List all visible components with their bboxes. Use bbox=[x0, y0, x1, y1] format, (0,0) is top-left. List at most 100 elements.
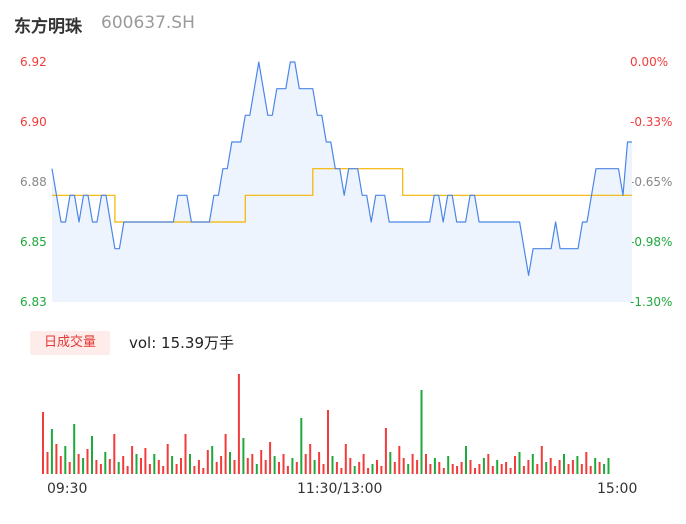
volume-bar bbox=[135, 454, 138, 474]
percent-tick-label: -1.30% bbox=[630, 295, 673, 309]
volume-bar bbox=[166, 444, 169, 474]
volume-bar bbox=[438, 462, 441, 474]
volume-bar bbox=[189, 454, 191, 474]
percent-tick-label: 0.00% bbox=[630, 55, 669, 69]
volume-bar bbox=[491, 466, 494, 474]
price-tick-label: 6.88 bbox=[20, 175, 47, 189]
volume-panel bbox=[42, 374, 610, 474]
volume-bar bbox=[327, 410, 329, 474]
volume-bar bbox=[589, 466, 592, 474]
volume-bar bbox=[162, 466, 165, 474]
volume-bar bbox=[545, 462, 548, 474]
volume-bar bbox=[518, 452, 521, 474]
volume-bar bbox=[474, 468, 476, 474]
volume-bar bbox=[251, 454, 254, 474]
volume-bar bbox=[607, 458, 610, 474]
volume-bar bbox=[531, 454, 534, 474]
volume-bar bbox=[122, 456, 125, 474]
volume-summary: vol: 15.39万手 bbox=[129, 334, 234, 352]
volume-bar bbox=[157, 460, 160, 474]
volume-bar bbox=[171, 456, 174, 474]
volume-bar bbox=[349, 458, 352, 474]
price-tick-label: 6.85 bbox=[20, 235, 47, 249]
volume-bar bbox=[260, 450, 263, 474]
volume-bar bbox=[505, 462, 508, 474]
volume-bar bbox=[108, 459, 111, 474]
volume-bar bbox=[95, 460, 98, 474]
volume-bar bbox=[220, 456, 223, 474]
volume-bar bbox=[180, 458, 182, 474]
x-tick-label-open: 09:30 bbox=[47, 481, 88, 497]
volume-bar bbox=[554, 466, 557, 474]
volume-bar bbox=[567, 464, 570, 474]
volume-bar bbox=[393, 462, 396, 474]
volume-bar bbox=[580, 464, 583, 474]
volume-bar bbox=[113, 434, 116, 474]
volume-bar bbox=[291, 458, 294, 474]
price-tick-label: 6.90 bbox=[20, 115, 47, 129]
volume-bar bbox=[215, 462, 218, 474]
volume-bar bbox=[148, 464, 151, 474]
volume-bar bbox=[282, 454, 285, 474]
volume-bar bbox=[371, 464, 374, 474]
volume-bar bbox=[309, 444, 312, 474]
volume-bar bbox=[429, 464, 432, 474]
volume-bar bbox=[478, 464, 481, 474]
volume-bar bbox=[104, 452, 107, 474]
volume-bar bbox=[278, 462, 280, 474]
volume-bar bbox=[571, 460, 574, 474]
volume-bar bbox=[496, 460, 499, 474]
volume-bar bbox=[126, 466, 129, 474]
x-tick-label-midday: 11:30/13:00 bbox=[297, 481, 383, 497]
volume-bar bbox=[295, 462, 298, 474]
volume-bar bbox=[197, 460, 200, 474]
volume-bar bbox=[255, 464, 258, 474]
volume-bar bbox=[273, 456, 276, 474]
price-panel bbox=[51, 61, 632, 302]
volume-bar bbox=[362, 454, 365, 474]
volume-bar bbox=[433, 458, 436, 474]
price-line bbox=[51, 61, 632, 276]
volume-bar bbox=[420, 390, 423, 474]
volume-bar bbox=[585, 452, 588, 474]
volume-bar bbox=[603, 464, 606, 474]
volume-bar bbox=[224, 434, 227, 474]
price-tick-label: 6.83 bbox=[20, 295, 47, 309]
volume-bar bbox=[598, 462, 601, 474]
volume-bar bbox=[407, 464, 410, 474]
volume-bar bbox=[55, 444, 58, 474]
volume-bar bbox=[465, 446, 467, 474]
volume-bar bbox=[353, 466, 356, 474]
daily-volume-tag[interactable]: 日成交量 bbox=[30, 331, 110, 355]
volume-bar bbox=[536, 464, 539, 474]
volume-bar bbox=[313, 460, 316, 474]
volume-bar bbox=[211, 446, 214, 474]
volume-bar bbox=[153, 454, 156, 474]
volume-bar bbox=[500, 464, 503, 474]
volume-bar bbox=[202, 468, 205, 474]
volume-bar bbox=[46, 452, 49, 474]
volume-bar bbox=[86, 449, 89, 474]
volume-bar bbox=[117, 462, 120, 474]
stock-code: 600637.SH bbox=[101, 13, 195, 33]
volume-bar bbox=[487, 454, 490, 474]
volume-bar bbox=[380, 466, 383, 474]
volume-bar bbox=[540, 446, 543, 474]
volume-bar bbox=[193, 466, 196, 474]
volume-bar bbox=[246, 458, 249, 474]
volume-bar bbox=[184, 434, 187, 474]
volume-bar bbox=[558, 460, 561, 474]
volume-bar bbox=[522, 466, 525, 474]
volume-bar bbox=[456, 466, 459, 474]
volume-bar bbox=[99, 464, 102, 474]
volume-bar bbox=[367, 468, 370, 474]
volume-bar bbox=[206, 450, 209, 474]
volume-bar bbox=[286, 466, 289, 474]
stock-name: 东方明珠 bbox=[14, 17, 82, 37]
volume-bar bbox=[376, 460, 378, 474]
volume-bar bbox=[64, 446, 67, 474]
volume-bar bbox=[482, 458, 485, 474]
volume-bar bbox=[425, 454, 427, 474]
volume-bar bbox=[318, 452, 321, 474]
volume-bar bbox=[563, 454, 565, 474]
